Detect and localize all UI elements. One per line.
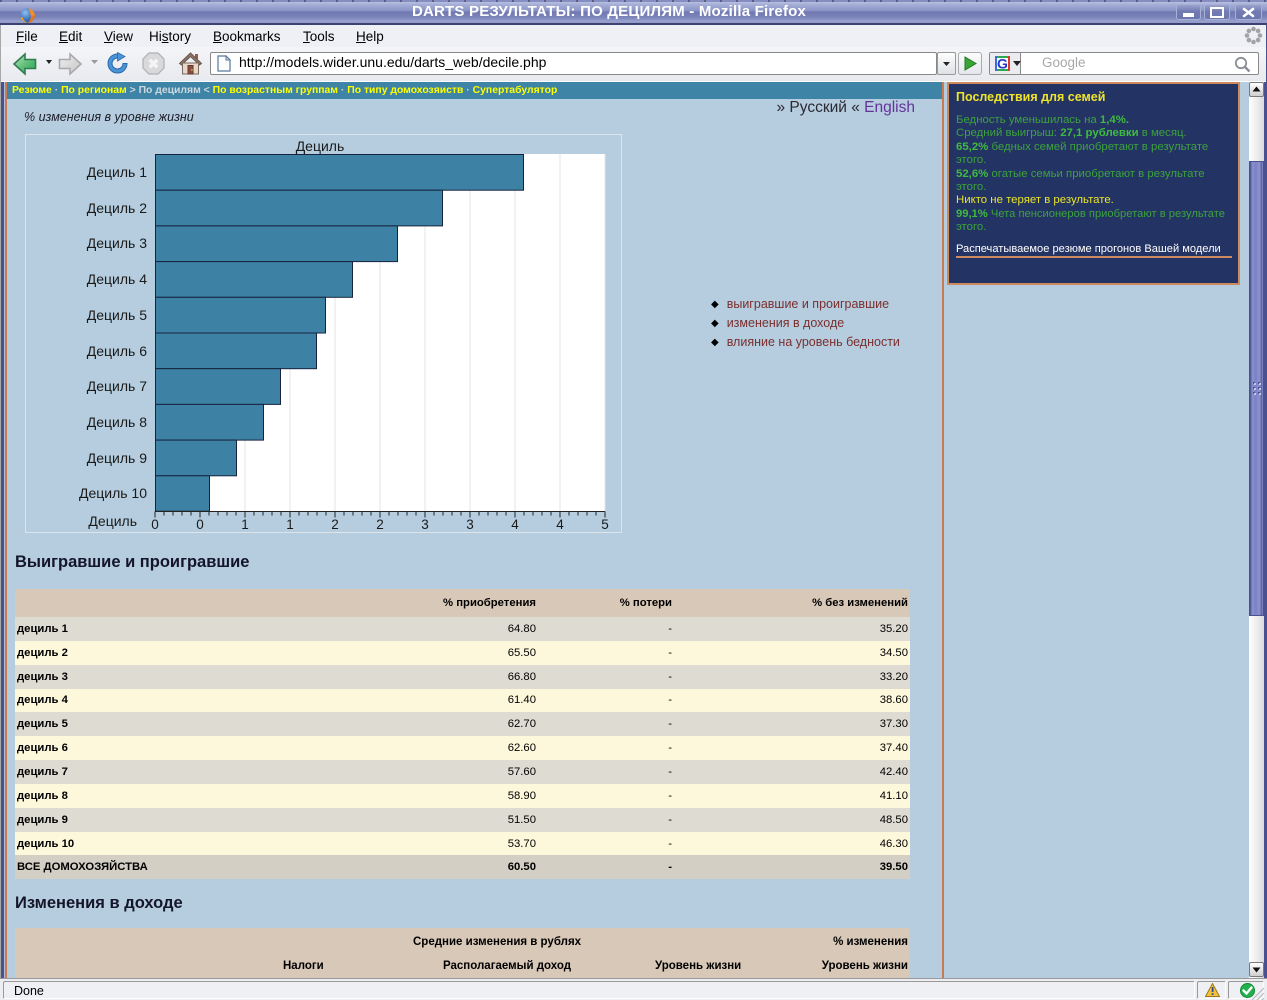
svg-text:Дециль: Дециль [88, 513, 137, 529]
svg-text:0: 0 [196, 517, 204, 532]
svg-text:Дециль 4: Дециль 4 [87, 271, 147, 287]
svg-text:1: 1 [286, 517, 294, 532]
svg-text:0: 0 [151, 517, 159, 532]
svg-text:3: 3 [466, 517, 474, 532]
svg-text:Дециль 7: Дециль 7 [87, 378, 147, 394]
svg-text:Дециль 5: Дециль 5 [87, 307, 147, 323]
svg-text:1: 1 [241, 517, 249, 532]
svg-text:2: 2 [376, 517, 384, 532]
svg-text:Дециль 8: Дециль 8 [87, 414, 147, 430]
svg-text:Дециль 1: Дециль 1 [87, 164, 147, 180]
svg-text:Дециль 3: Дециль 3 [87, 235, 147, 251]
svg-text:Дециль 6: Дециль 6 [87, 343, 147, 359]
svg-text:4: 4 [511, 517, 519, 532]
svg-text:Дециль 2: Дециль 2 [87, 200, 147, 216]
svg-text:4: 4 [556, 517, 564, 532]
svg-text:Дециль 10: Дециль 10 [79, 485, 147, 501]
svg-text:G: G [997, 56, 1008, 72]
svg-text:Дециль: Дециль [296, 138, 345, 154]
svg-text:3: 3 [421, 517, 429, 532]
svg-text:5: 5 [601, 517, 609, 532]
svg-text:2: 2 [331, 517, 339, 532]
svg-text:Дециль 9: Дециль 9 [87, 450, 147, 466]
